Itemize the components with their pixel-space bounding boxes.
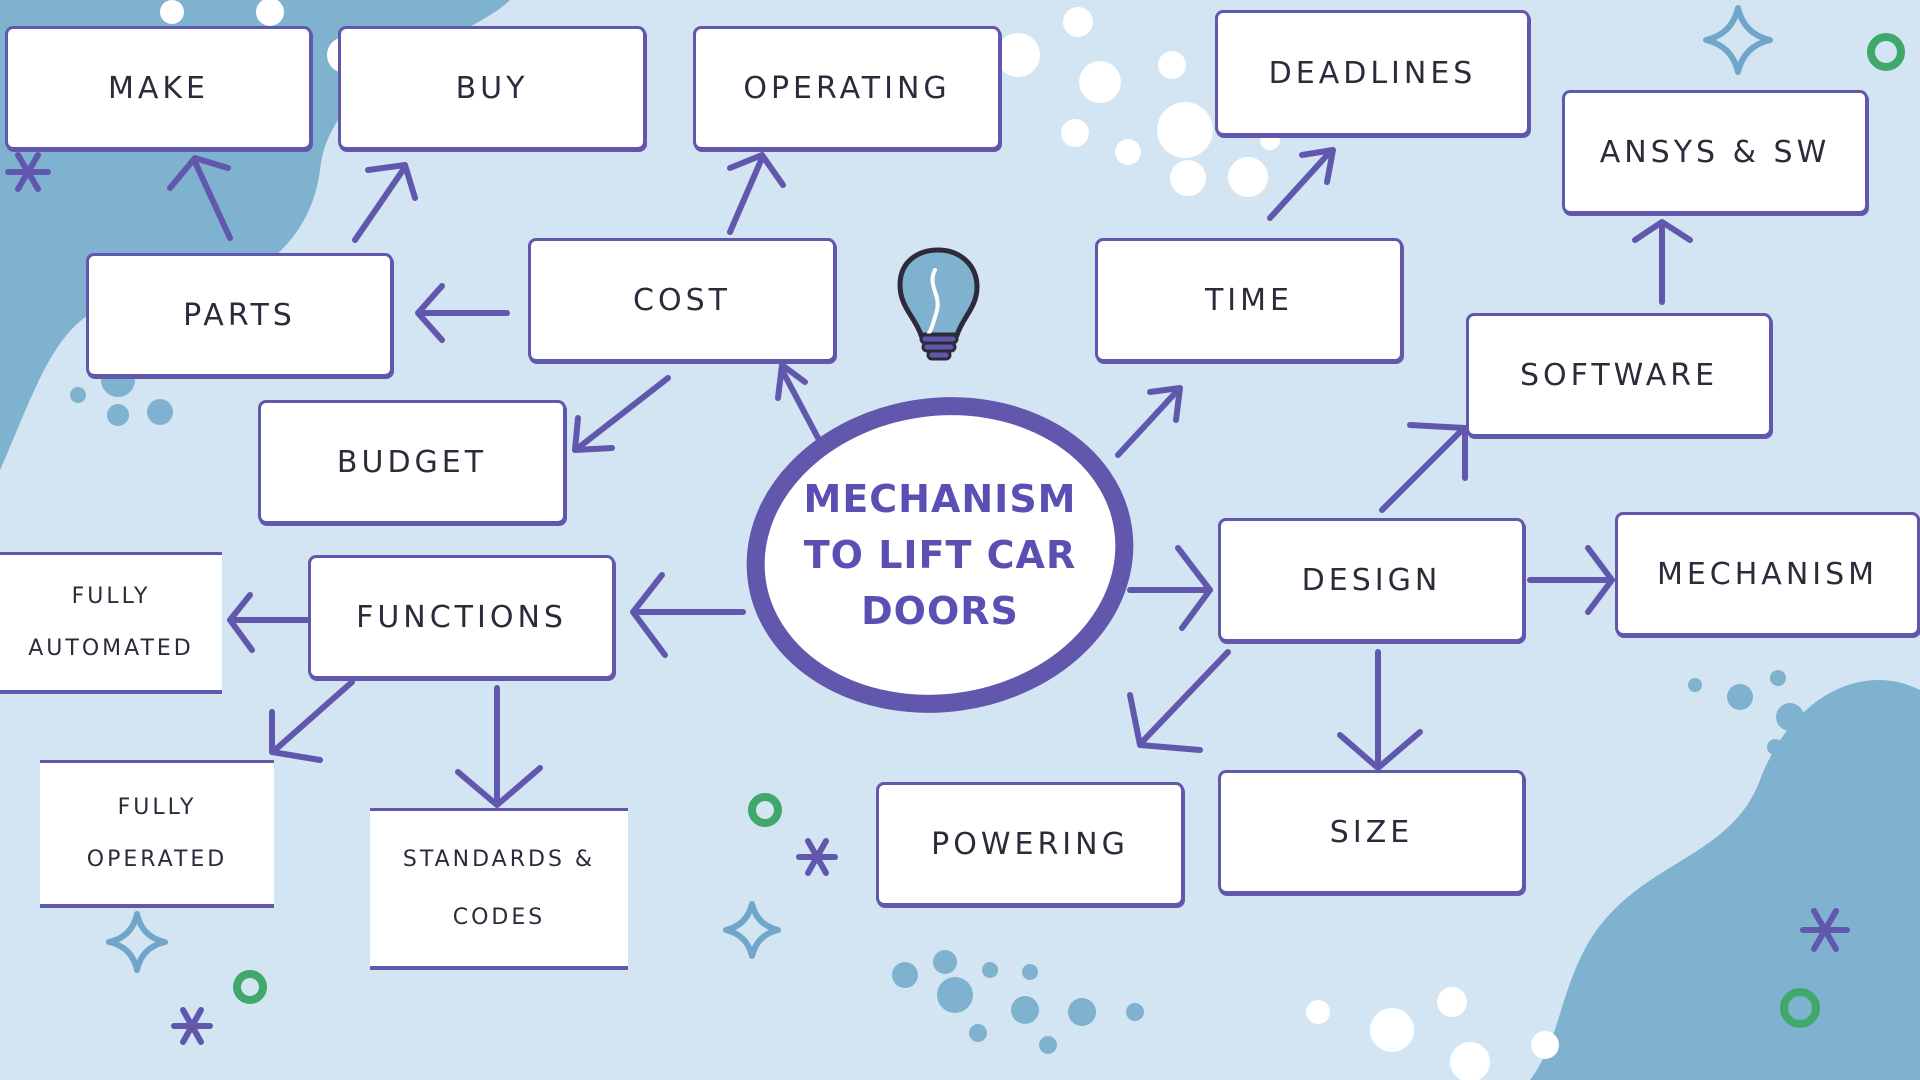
dot-cluster-right	[1688, 670, 1850, 767]
arrow-cost-operating	[727, 152, 786, 235]
arrow-design-size	[1337, 649, 1423, 771]
arrow-cost-budget	[572, 375, 671, 453]
node-powering[interactable]: POWERING	[876, 782, 1184, 906]
arrow-cost-parts	[415, 283, 510, 343]
node-deadlines[interactable]: DEADLINES	[1215, 10, 1530, 136]
center-topic: MECHANISM TO LIFT CAR DOORS	[745, 410, 1135, 700]
arrow-design-software	[1379, 422, 1468, 513]
arrow-parts-buy	[352, 162, 418, 243]
arrow-parts-make	[167, 155, 233, 241]
node-standards-codes[interactable]: STANDARDS & CODES	[370, 808, 628, 970]
center-ellipse	[746, 397, 1134, 713]
node-fully-automated-line-1: FULLY	[71, 583, 151, 609]
node-mechanism[interactable]: MECHANISM	[1615, 512, 1920, 636]
node-fully-automated-line-2: AUTOMATED	[28, 635, 194, 661]
lightbulb-icon	[897, 247, 980, 361]
center-topic-line-1: MECHANISM	[803, 477, 1077, 521]
node-time[interactable]: TIME	[1095, 238, 1403, 362]
arrow-design-mechanism	[1527, 545, 1615, 615]
dot-cluster-white-top	[160, 0, 1280, 197]
node-cost[interactable]: COST	[528, 238, 836, 362]
node-fully-operated[interactable]: FULLY OPERATED	[40, 760, 274, 908]
blob-bottom-right	[1530, 680, 1920, 1080]
arrow-design-powering	[1127, 649, 1231, 753]
node-standards-codes-line-1: STANDARDS &	[402, 846, 596, 872]
arrow-center-design	[1127, 545, 1213, 631]
node-standards-codes-line-2: CODES	[452, 904, 546, 930]
node-fully-operated-line-2: OPERATED	[86, 846, 228, 872]
node-functions[interactable]: FUNCTIONS	[308, 555, 615, 679]
arrow-time-deadlines	[1267, 147, 1336, 221]
node-operating[interactable]: OPERATING	[693, 26, 1001, 150]
node-size[interactable]: SIZE	[1218, 770, 1525, 894]
arrow-center-cost	[775, 362, 821, 441]
dot-cluster-bottom	[892, 950, 1144, 1054]
arrow-functions-automated	[227, 592, 313, 653]
node-ansys-sw[interactable]: ANSYS & SW	[1562, 90, 1868, 214]
arrow-software-ansys	[1632, 219, 1693, 305]
node-buy[interactable]: BUY	[338, 26, 646, 150]
node-fully-operated-line-1: FULLY	[117, 794, 197, 820]
arrow-functions-standards	[455, 685, 543, 808]
center-topic-line-2: TO LIFT CAR	[803, 533, 1077, 577]
node-parts[interactable]: PARTS	[86, 253, 393, 377]
arrow-center-functions	[630, 572, 746, 658]
node-fully-automated[interactable]: FULLY AUTOMATED	[0, 552, 222, 694]
arrow-functions-operated	[269, 679, 355, 763]
sparkle-icon	[106, 5, 1773, 973]
arrow-center-time	[1115, 385, 1183, 458]
center-topic-line-3: DOORS	[861, 589, 1019, 633]
node-software[interactable]: SOFTWARE	[1466, 313, 1772, 437]
node-budget[interactable]: BUDGET	[258, 400, 566, 524]
node-make[interactable]: MAKE	[5, 26, 312, 150]
dot-cluster-white-bottom	[1306, 987, 1559, 1080]
node-design[interactable]: DESIGN	[1218, 518, 1525, 642]
